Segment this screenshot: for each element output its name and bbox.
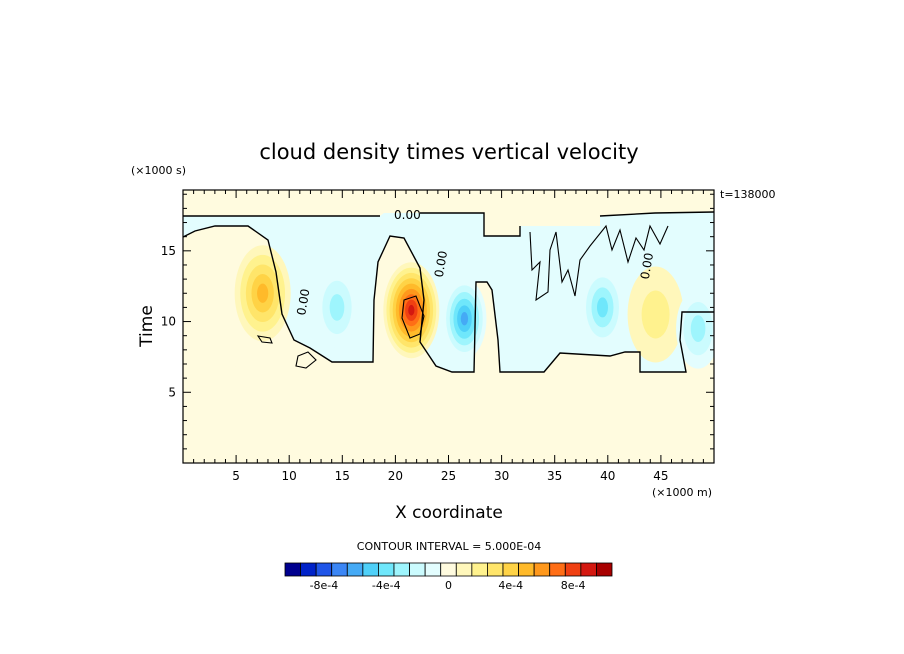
contour-interval-label: CONTOUR INTERVAL = 5.000E-04 <box>357 540 541 553</box>
colorbar-tick-label: 0 <box>445 579 452 592</box>
ragged-contour-lines <box>529 224 669 302</box>
colorbar-swatch <box>284 562 301 577</box>
x-tick-label: 5 <box>232 469 240 483</box>
colorbar-swatch <box>580 562 597 577</box>
colorbar-swatch <box>471 562 488 577</box>
colorbar-swatch <box>331 562 348 577</box>
x-tick-label: 10 <box>282 469 297 483</box>
colorbar-swatch <box>393 562 410 577</box>
x-tick-label: 40 <box>600 469 615 483</box>
colorbar-swatch <box>487 562 504 577</box>
y-tick-label: 10 <box>161 315 176 329</box>
colorbar <box>284 562 613 577</box>
x-tick-label: 35 <box>547 469 562 483</box>
field-feature-0-level-5 <box>257 283 269 303</box>
upper-zero-contour-line <box>183 211 714 237</box>
x-tick-label: 25 <box>441 469 456 483</box>
colorbar-swatch <box>362 562 379 577</box>
colorbar-swatch <box>596 562 613 577</box>
x-axis-label: X coordinate <box>395 503 503 523</box>
colorbar-tick-labels: -8e-4 -4e-4 0 4e-4 8e-4 <box>310 579 586 592</box>
field-feature-4-level-4 <box>596 297 608 318</box>
colorbar-swatch <box>455 562 473 577</box>
plot-area: 5 10 15 20 25 30 35 40 45 5 10 15 0.00 0.00 0.00 0… <box>161 189 715 483</box>
y-tick-label: 5 <box>168 385 176 399</box>
chart-title: cloud density times vertical velocity <box>259 140 638 164</box>
colorbar-tick-label: -8e-4 <box>310 579 339 592</box>
x-tick-label: 45 <box>653 469 668 483</box>
field-feature-5-level-2 <box>641 290 670 339</box>
x-tick-label: 30 <box>494 469 509 483</box>
central-max-contour <box>401 295 425 339</box>
colorbar-swatch <box>300 562 317 577</box>
y-ticks: 5 10 15 <box>161 193 714 450</box>
colorbar-tick-label: -4e-4 <box>372 579 401 592</box>
field-feature-1-level-9 <box>408 304 415 316</box>
contour-label-1: 0.00 <box>394 208 421 222</box>
y-axis-label: Time <box>137 305 157 348</box>
field-feature-3-level-6 <box>460 312 469 326</box>
colorbar-swatch <box>518 562 535 577</box>
colorbar-swatch <box>549 562 566 577</box>
colorbar-swatch <box>409 562 426 577</box>
colorbar-swatch <box>378 562 395 577</box>
zero-contour-line <box>183 225 714 373</box>
colorbar-swatch <box>502 562 519 577</box>
field-feature-6-level-3 <box>690 315 706 342</box>
x-tick-label: 15 <box>335 469 350 483</box>
colorbar-swatch <box>564 562 582 577</box>
colorbar-swatch <box>424 562 442 577</box>
field-features <box>234 245 714 369</box>
contour-label-3: 0.00 <box>294 288 312 317</box>
x-tick-label: 20 <box>388 469 403 483</box>
small-contour <box>295 351 317 369</box>
colorbar-swatch <box>533 562 551 577</box>
colorbar-swatch <box>440 562 457 577</box>
contour-label-2: 0.00 <box>432 250 450 279</box>
contour-label-4: 0.00 <box>638 252 656 281</box>
field-feature-2-level-3 <box>329 294 345 321</box>
left-max-contour <box>256 335 273 344</box>
x-units-label: (×1000 m) <box>652 486 712 499</box>
x-ticks: 5 10 15 20 25 30 35 40 45 <box>193 190 704 483</box>
colorbar-swatch <box>346 562 364 577</box>
time-label: t=138000 <box>720 188 776 201</box>
colorbar-tick-label: 8e-4 <box>561 579 586 592</box>
y-tick-label: 15 <box>161 244 176 258</box>
colorbar-tick-label: 4e-4 <box>498 579 523 592</box>
y-units-label: (×1000 s) <box>131 164 186 177</box>
colorbar-swatch <box>315 562 333 577</box>
